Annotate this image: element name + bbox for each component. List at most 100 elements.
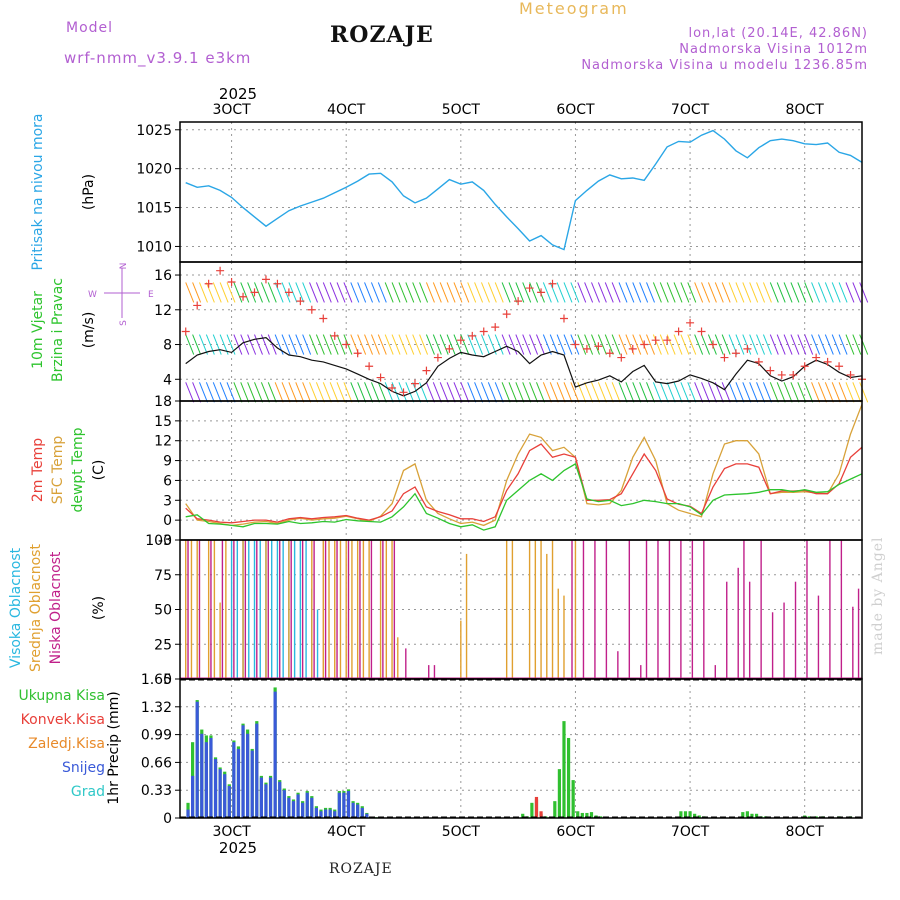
wind-barb [838, 282, 848, 303]
gust-mark [800, 362, 809, 371]
wind-barb [639, 382, 649, 403]
wind-barb [302, 382, 312, 403]
gust-mark [605, 349, 614, 358]
wind-barb [577, 334, 587, 355]
wind-barb [185, 382, 195, 403]
gust-mark [502, 310, 511, 319]
wind-barb [742, 382, 752, 403]
temp-tick-label: 0 [163, 513, 172, 529]
dewpoint-line [185, 462, 863, 531]
wind-barb [749, 334, 759, 355]
precip-bar [314, 807, 318, 818]
precip-bar [599, 816, 603, 818]
wind-barb [453, 282, 463, 303]
wind-barb [549, 334, 559, 355]
wind-barb [288, 334, 298, 355]
wind-barb [584, 282, 594, 303]
wind-barb [742, 334, 752, 355]
gust-mark [422, 366, 431, 375]
wind-barb [542, 334, 552, 355]
wind-barb [494, 282, 504, 303]
wind-barb [384, 334, 394, 355]
compass-north: N [119, 263, 129, 270]
temp-unit: (C) [91, 460, 107, 481]
coordinates-block: lon,lat (20.14E, 42.86N) Nadmorska Visin… [581, 26, 868, 74]
cloud-title-2: Srednja Oblacnost [28, 544, 44, 672]
precip-bar [553, 801, 557, 818]
x-bottom-tick-label: 8OCT [786, 824, 825, 840]
precip-bar [191, 775, 195, 818]
wind-barb [618, 282, 628, 303]
wind-barb [811, 382, 821, 403]
precip-tick-label: 0.33 [141, 783, 172, 799]
precip-bar [273, 691, 277, 818]
wind-barb [309, 382, 318, 403]
wind-barb [247, 334, 257, 355]
wind-barb [659, 382, 669, 403]
wind-barb [419, 382, 429, 403]
precip-bar [296, 794, 300, 818]
wind-barb [412, 334, 422, 355]
gust-mark [525, 284, 534, 293]
gust-mark [307, 305, 316, 314]
gust-mark [571, 340, 580, 349]
precip-bar [576, 811, 580, 818]
gust-mark [663, 336, 672, 345]
precip-tick-label: 1.32 [141, 700, 172, 716]
precip-bar [333, 811, 337, 818]
cloud-title-3: Niska Oblacnost [48, 551, 64, 664]
precip-bar [255, 723, 259, 818]
pressure-tick-label: 1020 [136, 162, 172, 178]
gust-mark [594, 342, 603, 351]
wind-barb [425, 382, 435, 403]
gust-mark [686, 318, 695, 327]
wind-barb [797, 382, 807, 403]
precip-bar [301, 802, 305, 818]
wind-barb [749, 282, 759, 303]
wind-barb [536, 382, 545, 403]
wind-barb [852, 282, 862, 303]
wind-barb [591, 334, 600, 355]
wind-tick-label: 8 [163, 338, 172, 354]
wind-barb [432, 334, 442, 355]
wind-barb [769, 334, 779, 355]
precip-bar [679, 811, 683, 818]
wind-barb [439, 382, 449, 403]
precip-bar [195, 701, 199, 818]
wind-barb [749, 382, 759, 403]
wind-barb [377, 282, 387, 303]
gust-mark [342, 340, 351, 349]
wind-barb [804, 282, 814, 303]
precip-bar [688, 811, 692, 818]
wind-barb [254, 382, 263, 403]
temp-tick-label: 3 [163, 493, 172, 509]
wind-barb [467, 382, 477, 403]
wind-barb [240, 282, 250, 303]
wind-barb [267, 282, 277, 303]
wind-barb [611, 282, 621, 303]
precip-bar [236, 748, 241, 818]
wind-barb [762, 282, 772, 303]
precip-bar [571, 780, 575, 818]
wind-barb [666, 382, 676, 403]
wind-barb [377, 334, 387, 355]
gust-mark [559, 314, 568, 323]
temp-tick-label: 18 [154, 394, 172, 410]
wind-barb [797, 282, 807, 303]
x-top-tick-label: 4OCT [327, 102, 366, 118]
wind-barb [556, 334, 566, 355]
wind-barb [604, 282, 614, 303]
gust-mark [708, 340, 717, 349]
pressure-tick-label: 1025 [136, 123, 172, 139]
gust-mark [181, 327, 190, 336]
precip-axis-label: 1hr Precip (mm) [106, 691, 122, 804]
wind-barb [432, 282, 442, 303]
wind-barb [824, 334, 834, 355]
wind-barb [233, 382, 243, 403]
wind-barb [694, 382, 704, 403]
precip-bar [534, 796, 539, 818]
compass-south: S [119, 320, 129, 326]
wind-barb [811, 282, 821, 303]
wind-barb [240, 334, 250, 355]
wind-barb [212, 382, 222, 403]
